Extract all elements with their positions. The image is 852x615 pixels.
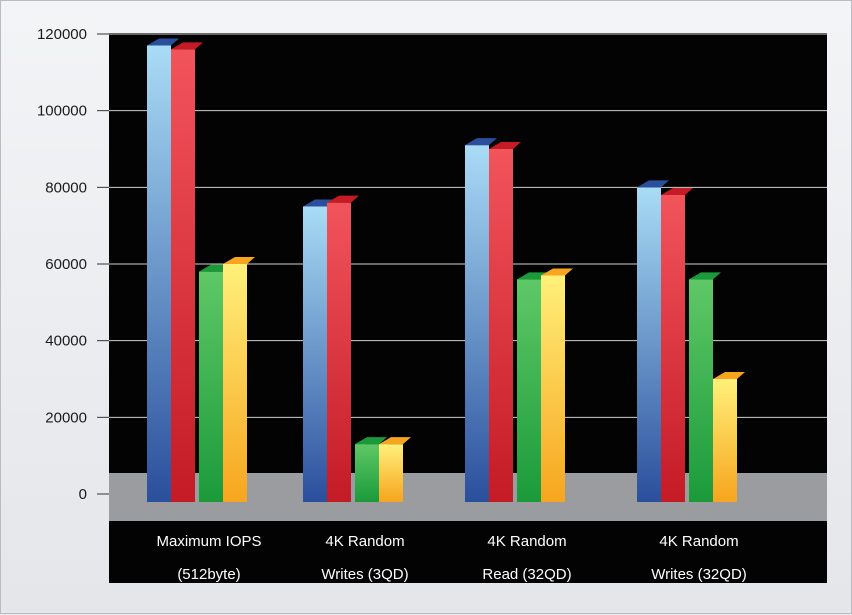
bar xyxy=(355,437,387,502)
y-tick-label: 100000 xyxy=(37,103,87,120)
bar xyxy=(689,272,721,502)
bar xyxy=(517,272,549,502)
bar xyxy=(379,437,411,502)
category-label: 4K Random xyxy=(659,533,738,550)
y-tick-label: 60000 xyxy=(45,256,87,273)
bar xyxy=(223,257,255,502)
category-label: (512byte) xyxy=(177,566,240,583)
category-label: Maximum IOPS xyxy=(156,533,261,550)
category-label: Read (32QD) xyxy=(482,566,571,583)
y-tick-label: 40000 xyxy=(45,333,87,350)
y-tick-label: 20000 xyxy=(45,409,87,426)
category-band xyxy=(109,521,827,583)
bar xyxy=(489,142,521,502)
bar xyxy=(465,138,497,502)
category-label: 4K Random xyxy=(487,533,566,550)
y-tick-label: 120000 xyxy=(37,26,87,43)
bars xyxy=(147,38,745,503)
y-tick-label: 0 xyxy=(79,486,87,503)
category-label: Writes (32QD) xyxy=(651,566,747,583)
y-axis-ticks: 0 20000 40000 60000 80000 100000 120000 xyxy=(37,26,109,503)
bar xyxy=(637,180,669,503)
bar xyxy=(661,188,693,502)
bar xyxy=(713,372,745,502)
category-label: 4K Random xyxy=(325,533,404,550)
bar xyxy=(147,38,179,502)
bar xyxy=(199,264,231,502)
category-label: Writes (3QD) xyxy=(321,566,408,583)
bar xyxy=(327,195,359,502)
x-axis-labels: Maximum IOPS (512byte) 4K Random Writes (3Q… xyxy=(156,533,746,583)
bar xyxy=(171,42,203,502)
y-tick-label: 80000 xyxy=(45,179,87,196)
bar xyxy=(541,268,573,502)
